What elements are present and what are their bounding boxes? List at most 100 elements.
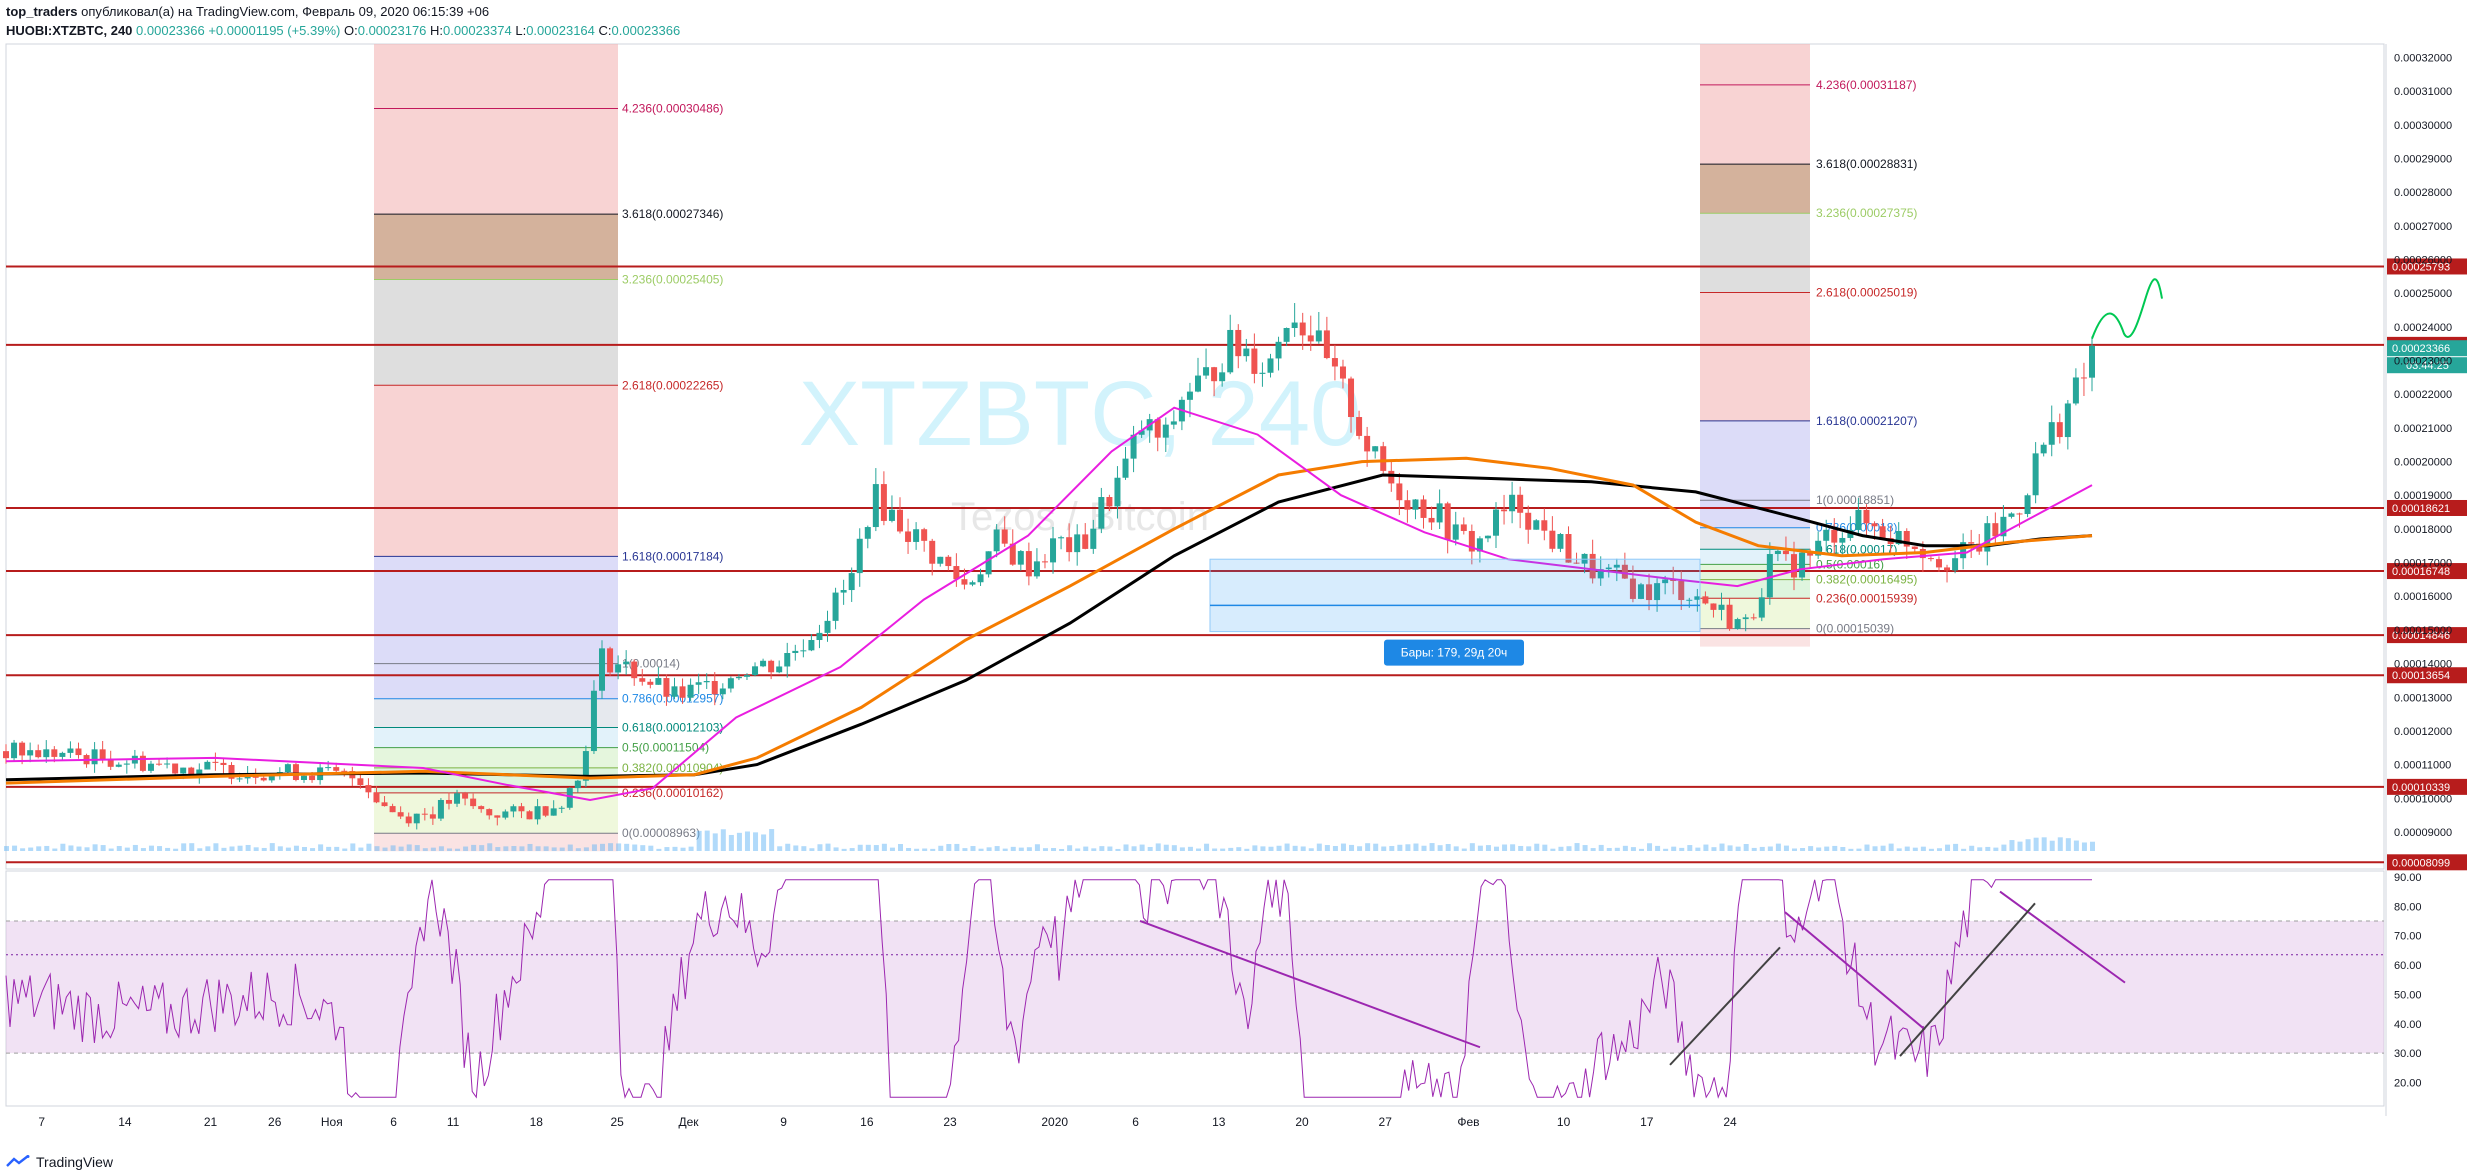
candle xyxy=(655,678,662,685)
candle xyxy=(1831,529,1838,543)
volume-bar xyxy=(1099,846,1105,851)
volume-bar xyxy=(2090,841,2095,851)
volume-bar xyxy=(1936,848,1942,851)
volume-bar xyxy=(744,831,750,851)
candle xyxy=(1122,458,1129,478)
candle xyxy=(752,666,759,676)
candle xyxy=(856,538,863,574)
volume-bar xyxy=(1832,845,1838,851)
candle xyxy=(284,764,291,773)
candle xyxy=(1476,538,1483,552)
candle xyxy=(897,509,903,532)
fib-right-band-5 xyxy=(1700,500,1810,528)
rsi-trendline-4[interactable] xyxy=(1899,902,2036,1057)
candle xyxy=(687,684,694,698)
candle xyxy=(1678,581,1685,601)
candle xyxy=(470,798,477,807)
candle xyxy=(196,769,203,776)
fib-right-band-2 xyxy=(1700,213,1810,293)
volume-bar xyxy=(269,843,275,851)
horizontal-levels[interactable]: 0.000257930.000234650.000186210.00016748… xyxy=(6,258,2467,871)
candle xyxy=(1750,617,1757,619)
candle xyxy=(91,749,98,765)
candle xyxy=(1315,330,1322,342)
volume-bar xyxy=(1349,844,1355,851)
candle xyxy=(1944,567,1951,571)
candle xyxy=(2000,516,2007,537)
volume-bar xyxy=(543,846,549,851)
candle xyxy=(1307,335,1314,342)
volume-bar xyxy=(1461,848,1467,851)
volume-bar xyxy=(1783,845,1789,851)
countdown-tag xyxy=(2387,357,2467,374)
candle xyxy=(357,778,364,786)
volume-bar xyxy=(2025,839,2031,851)
current-price-text: 0.00023366 xyxy=(2392,343,2450,355)
candle xyxy=(1460,524,1467,531)
volume-bar xyxy=(1856,848,1862,851)
hline-tag-7 xyxy=(2387,854,2467,871)
candle xyxy=(607,648,614,673)
volume-bar xyxy=(1526,846,1532,851)
candle xyxy=(727,678,734,689)
fib-left-band-4 xyxy=(374,556,618,664)
symbol-label[interactable]: HUOBI:XTZBTC, 240 xyxy=(6,23,133,38)
volume-bar xyxy=(1083,846,1089,851)
candle xyxy=(19,742,26,756)
fib-left-label-3: 2.618(0.00022265) xyxy=(622,378,723,392)
candle xyxy=(1952,558,1959,571)
candle xyxy=(1017,551,1024,565)
rsi-trendline-1[interactable] xyxy=(1784,911,1926,1031)
volume-bar xyxy=(817,844,823,851)
rsi-trendline-0[interactable] xyxy=(1139,920,1481,1049)
candle xyxy=(220,762,227,765)
candle xyxy=(1911,546,1918,549)
fib-left-label-11: 0(0.00008963) xyxy=(622,826,700,840)
fib-left-band-7 xyxy=(374,727,618,748)
rsi-trendline-3[interactable] xyxy=(1669,946,1781,1066)
volume-bar xyxy=(1155,843,1161,851)
candle xyxy=(993,529,1000,552)
volume-bar xyxy=(430,847,436,851)
hline-tag-text-0: 0.00025793 xyxy=(2392,261,2450,273)
candle xyxy=(389,806,396,813)
candle xyxy=(1710,603,1717,610)
volume-bar xyxy=(1494,846,1499,851)
volume-bar xyxy=(930,848,936,851)
volume-bar xyxy=(978,848,984,851)
volume-bar xyxy=(656,848,662,851)
volume-bar xyxy=(2001,844,2007,851)
volume-bar xyxy=(1453,846,1459,851)
fib-left-label-10: 0.236(0.00010162) xyxy=(622,786,723,800)
rsi-pane xyxy=(5,879,2384,1099)
candle xyxy=(1090,528,1097,549)
projection-path[interactable] xyxy=(2091,278,2163,339)
fibonacci-extensions[interactable]: 4.236(0.00030486) 3.618(0.00027346) 3.236(… xyxy=(374,44,1917,852)
volume-bar xyxy=(1405,844,1411,851)
volume-bar xyxy=(761,834,767,851)
fib-left-band-5 xyxy=(374,663,618,699)
candle xyxy=(147,763,154,771)
time-tick-10: 9 xyxy=(780,1115,787,1129)
volume-bar xyxy=(648,845,654,851)
volume-bar xyxy=(1864,844,1870,851)
author-name[interactable]: top_traders xyxy=(6,4,78,19)
price-tick-18: 0.00014000 xyxy=(2394,659,2452,671)
price-tick-14: 0.00018000 xyxy=(2394,524,2452,536)
measure-box[interactable] xyxy=(1209,558,1701,633)
close-label: C: xyxy=(598,23,612,38)
volume-bar xyxy=(801,846,807,851)
candle xyxy=(1501,509,1508,512)
volume-bar xyxy=(1171,845,1177,851)
rsi-pane-frame[interactable] xyxy=(5,870,2385,1107)
candle xyxy=(542,806,549,816)
drawings[interactable]: Бары: 179, 29д 20ч xyxy=(1139,278,2163,1066)
tradingview-logo[interactable]: TradingView xyxy=(6,1154,113,1170)
rsi-trendline-2[interactable] xyxy=(1999,890,2126,984)
fib-right-label-2: 3.236(0.00027375) xyxy=(1816,206,1917,220)
candle xyxy=(1557,534,1564,549)
price-tick-0: 0.00032000 xyxy=(2394,52,2452,64)
volume-bar xyxy=(2049,840,2055,851)
volume-bar xyxy=(1920,846,1926,851)
